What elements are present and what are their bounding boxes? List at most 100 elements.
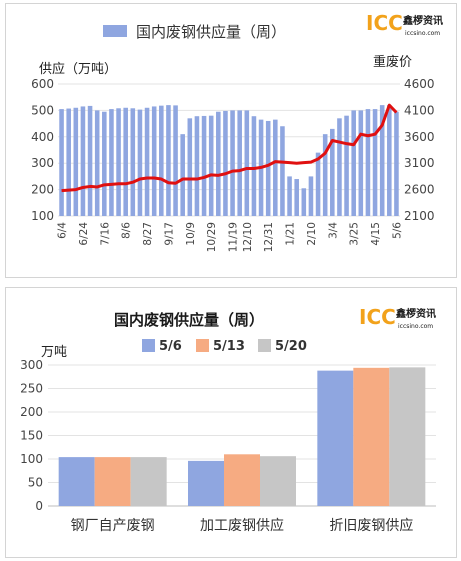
grouped-bars — [58, 367, 426, 506]
supply-bar — [102, 111, 107, 216]
supply-bars — [59, 105, 399, 216]
supply-bar — [287, 176, 292, 216]
y-tick-label: 250 — [20, 382, 43, 396]
bar-5-20 — [260, 456, 296, 506]
supply-bar — [387, 105, 392, 216]
supply-bar — [230, 110, 235, 216]
icc-logo: ICC 鑫椤资讯 iccsino.com — [366, 11, 443, 37]
supply-bar — [265, 120, 271, 216]
x-tick-label: 8/6 — [121, 222, 133, 239]
x-tick-label: 8/27 — [142, 222, 154, 246]
left-tick-label: 300 — [31, 156, 54, 170]
supply-bar — [379, 105, 385, 216]
right-tick-label: 4600 — [404, 77, 435, 91]
legend-label-5-20: 5/20 — [275, 339, 307, 354]
y-tick-label: 200 — [20, 405, 43, 419]
x-tick-label: 11/19 — [228, 222, 240, 252]
x-tick-label: 7/16 — [99, 222, 111, 246]
category-label: 钢厂自产废钢 — [71, 518, 155, 534]
right-tick-label: 2100 — [404, 209, 435, 223]
y-tick-label: 0 — [35, 499, 43, 513]
logo-name: 鑫椤资讯 — [402, 14, 443, 27]
supply-bar — [344, 115, 349, 216]
logo-mark: ICC — [359, 305, 396, 329]
logo-mark: ICC — [366, 11, 403, 35]
supply-bar — [358, 110, 364, 216]
y-tick-label: 150 — [20, 429, 43, 443]
supply-bar — [123, 107, 128, 216]
supply-bar — [308, 176, 314, 216]
supply-bar — [216, 111, 221, 216]
right-tick-label: 3100 — [404, 156, 435, 170]
bar-5-6 — [58, 457, 95, 506]
supply-bar — [130, 108, 136, 216]
supply-bar — [94, 110, 100, 216]
supply-bar — [273, 119, 278, 216]
supply-bar — [208, 115, 214, 216]
supply-bar — [187, 118, 193, 216]
left-tick-label: 200 — [31, 183, 54, 197]
chart-panel-supply-price: 100 200 300 400 500 600 2100 2600 3100 3600 4100 4… — [5, 3, 457, 278]
supply-bar — [137, 109, 143, 216]
supply-bar — [330, 128, 335, 216]
category-labels: 钢厂自产废钢 加工废钢供应 折旧废钢供应 — [71, 517, 414, 534]
logo-domain: iccsino.com — [405, 30, 440, 37]
bar-5-6 — [188, 460, 224, 506]
supply-bar — [322, 134, 328, 216]
breakdown-chart: 国内废钢供应量（周） 万吨 5/6 5/13 5/20 0 50 100 150 200… — [20, 305, 436, 534]
supply-bar — [159, 105, 164, 216]
legend-label-supply: 国内废钢供应量（周） — [136, 23, 286, 41]
supply-bar — [251, 116, 257, 216]
supply-bar — [73, 107, 79, 216]
x-tick-label: 12/10 — [242, 222, 254, 252]
right-tick-label: 2600 — [404, 183, 435, 197]
supply-bar — [351, 110, 356, 216]
x-tick-label: 6/4 — [57, 222, 69, 239]
price-line — [61, 103, 398, 193]
supply-bar — [337, 118, 342, 216]
supply-bar — [244, 110, 250, 216]
supply-bar — [173, 105, 178, 216]
y-axis-ticks: 0 50 100 150 200 250 300 — [20, 358, 43, 513]
logo-name: 鑫椤资讯 — [395, 307, 436, 320]
bar-5-6 — [317, 370, 354, 506]
y-axis-label: 万吨 — [41, 345, 67, 360]
y-tick-label: 300 — [20, 358, 43, 372]
bar-5-13 — [94, 457, 131, 506]
right-axis-label: 重废价 — [373, 54, 412, 70]
supply-bar — [144, 107, 150, 216]
supply-bar — [116, 108, 121, 216]
bar-5-13 — [224, 454, 260, 506]
x-tick-label: 10/9 — [185, 222, 197, 246]
supply-bar — [194, 116, 200, 216]
bar-5-13 — [353, 367, 390, 506]
grid-lines — [58, 83, 400, 217]
supply-bar — [301, 188, 307, 216]
logo-domain: iccsino.com — [398, 323, 433, 330]
left-tick-label: 500 — [31, 103, 54, 117]
supply-bar — [315, 152, 321, 216]
supply-bar — [365, 109, 371, 216]
legend-swatch-5-20 — [258, 339, 271, 352]
bar-5-20 — [389, 367, 426, 506]
supply-bar — [166, 105, 171, 216]
supply-bar — [237, 110, 242, 216]
x-tick-label: 3/25 — [349, 222, 361, 246]
x-tick-label: 2/10 — [306, 222, 318, 246]
left-axis-label: 供应（万吨） — [39, 61, 117, 77]
icc-logo: ICC 鑫椤资讯 iccsino.com — [359, 305, 436, 330]
x-tick-label: 4/15 — [370, 222, 382, 246]
left-axis-ticks: 100 200 300 400 500 600 — [31, 77, 54, 223]
x-tick-label: 12/31 — [263, 222, 275, 252]
chart-panel-breakdown: 国内废钢供应量（周） 万吨 5/6 5/13 5/20 0 50 100 150 200… — [5, 287, 457, 558]
supply-bar — [59, 109, 64, 216]
category-label: 加工废钢供应 — [200, 517, 284, 534]
supply-bar — [80, 106, 86, 216]
left-tick-label: 400 — [31, 130, 54, 144]
legend-label-5-6: 5/6 — [159, 339, 182, 354]
supply-bar — [372, 109, 378, 216]
left-tick-label: 600 — [31, 77, 54, 91]
supply-bar — [223, 110, 228, 216]
x-tick-label: 5/6 — [391, 222, 403, 239]
